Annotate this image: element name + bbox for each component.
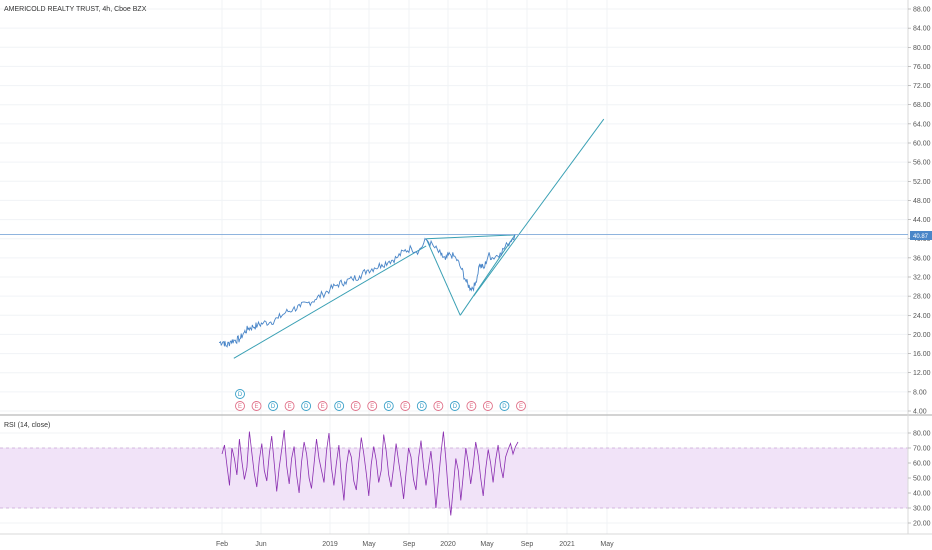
price-tick-label-19: 12.00 — [913, 370, 931, 377]
event-marker-6[interactable]: D — [334, 401, 345, 411]
event-marker-14[interactable]: E — [466, 401, 477, 411]
svg-text:E: E — [255, 404, 259, 410]
event-marker-11[interactable]: D — [416, 401, 427, 411]
svg-text:E: E — [403, 404, 407, 410]
price-tick-label-20: 8.00 — [913, 389, 927, 396]
time-tick-label-7: Sep — [521, 541, 534, 548]
svg-text:E: E — [354, 404, 358, 410]
drawing-line-2[interactable] — [425, 238, 461, 316]
price-tick-label-4: 72.00 — [913, 83, 931, 90]
svg-text:D: D — [387, 404, 392, 410]
axis-corner[interactable] — [910, 535, 932, 550]
price-tick-label-11: 44.00 — [913, 217, 931, 224]
drawing-tools — [0, 118, 908, 359]
price-tick-label-1: 84.00 — [913, 26, 931, 33]
price-tick-label-3: 76.00 — [913, 64, 931, 71]
svg-text:D: D — [453, 404, 458, 410]
rsi-tick-label-3: 50.00 — [913, 476, 931, 483]
time-tick-label-4: Sep — [403, 541, 416, 548]
event-marker-17[interactable]: E — [516, 401, 526, 411]
event-marker-13[interactable]: D — [449, 401, 460, 411]
price-tick-label-17: 20.00 — [913, 332, 931, 339]
time-tick-label-1: Jun — [255, 541, 266, 548]
price-axis[interactable]: 88.00 84.00 80.00 76.00 72.00 68.00 64.00 60.00… — [908, 7, 931, 416]
price-tick-label-15: 28.00 — [913, 294, 931, 301]
rsi-tick-label-2: 60.00 — [913, 461, 931, 468]
price-tick-label-14: 32.00 — [913, 275, 931, 282]
chart-title: AMERICOLD REALTY TRUST, 4h, Cboe BZX — [4, 6, 147, 13]
svg-text:D: D — [502, 404, 507, 410]
svg-text:D: D — [420, 404, 425, 410]
rsi-axis[interactable]: 80.00 70.00 60.00 50.00 40.00 30.00 20.00 — [908, 431, 931, 528]
drawing-line-3[interactable] — [459, 234, 516, 316]
price-tick-label-16: 24.00 — [913, 313, 931, 320]
price-tick-label-18: 16.00 — [913, 351, 931, 358]
event-marker-5[interactable]: E — [317, 401, 328, 411]
event-marker-4[interactable]: D — [301, 401, 312, 411]
event-marker-10[interactable]: E — [400, 401, 411, 411]
svg-text:E: E — [288, 404, 292, 410]
time-tick-label-3: May — [362, 541, 376, 548]
event-marker-2[interactable]: D — [268, 401, 279, 411]
drawing-line-0[interactable] — [233, 245, 427, 359]
price-series-line[interactable] — [218, 234, 516, 348]
svg-text:D: D — [304, 404, 309, 410]
event-marker-top-0[interactable]: D — [235, 389, 245, 399]
price-tick-label-10: 48.00 — [913, 198, 931, 205]
svg-text:D: D — [271, 404, 276, 410]
event-marker-1[interactable]: E — [251, 401, 262, 411]
rsi-tick-label-6: 20.00 — [913, 521, 931, 528]
price-tick-label-8: 56.00 — [913, 160, 931, 167]
time-tick-label-2: 2019 — [322, 541, 338, 548]
last-price-badge — [910, 231, 932, 240]
svg-text:D: D — [238, 392, 243, 398]
event-marker-15[interactable]: E — [482, 401, 493, 411]
rsi-tick-label-1: 70.00 — [913, 446, 931, 453]
svg-text:E: E — [370, 404, 374, 410]
time-axis[interactable]: Feb Jun 2019 May Sep 2020 May Sep 2021 May — [216, 541, 614, 548]
svg-text:E: E — [436, 404, 440, 410]
price-tick-label-6: 64.00 — [913, 121, 931, 128]
rsi-tick-label-0: 80.00 — [913, 431, 931, 438]
rsi-tick-label-5: 30.00 — [913, 506, 931, 513]
price-tick-label-7: 60.00 — [913, 141, 931, 148]
price-tick-label-0: 88.00 — [913, 7, 931, 14]
drawing-line-4[interactable] — [473, 118, 605, 297]
svg-text:D: D — [337, 404, 342, 410]
time-tick-label-9: May — [600, 541, 614, 548]
price-tick-label-21: 4.00 — [913, 409, 927, 416]
time-tick-label-8: 2021 — [559, 541, 575, 548]
svg-text:E: E — [238, 404, 242, 410]
last-price-label: 40.87 — [913, 234, 929, 240]
drawing-line-1[interactable] — [426, 234, 516, 240]
event-marker-12[interactable]: E — [433, 401, 444, 411]
svg-text:E: E — [486, 404, 490, 410]
event-marker-8[interactable]: E — [367, 401, 378, 411]
time-tick-label-5: 2020 — [440, 541, 456, 548]
event-markers: DE E D E D E D E E D E D E D E E D E — [235, 389, 526, 411]
event-marker-16[interactable]: D — [499, 401, 510, 411]
rsi-series-line[interactable] — [221, 429, 519, 516]
time-tick-label-6: May — [480, 541, 494, 548]
svg-text:E: E — [321, 404, 325, 410]
svg-text:E: E — [469, 404, 473, 410]
rsi-title: RSI (14, close) — [4, 422, 50, 429]
price-tick-label-5: 68.00 — [913, 102, 931, 109]
event-marker-7[interactable]: E — [350, 401, 361, 411]
event-marker-9[interactable]: D — [383, 401, 394, 411]
price-tick-label-9: 52.00 — [913, 179, 931, 186]
event-marker-0[interactable]: E — [235, 401, 245, 411]
rsi-tick-label-4: 40.00 — [913, 491, 931, 498]
price-tick-label-13: 36.00 — [913, 255, 931, 262]
event-marker-3[interactable]: E — [284, 401, 295, 411]
svg-text:E: E — [519, 404, 523, 410]
price-tick-label-2: 80.00 — [913, 45, 931, 52]
time-tick-label-0: Feb — [216, 541, 228, 548]
